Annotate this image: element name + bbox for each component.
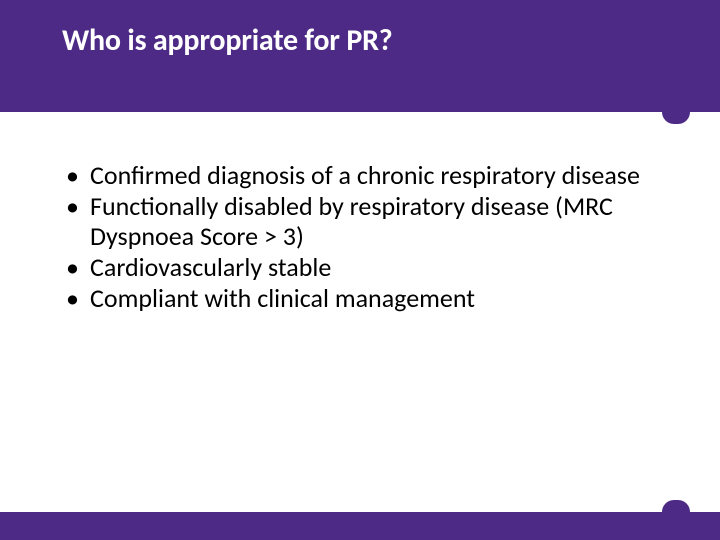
list-item: Functionally disabled by respiratory dis… <box>62 191 660 252</box>
header-notch <box>662 112 690 124</box>
slide-title: Who is appropriate for PR? <box>62 22 393 59</box>
list-item: Cardiovascularly stable <box>62 252 660 283</box>
list-item: Confirmed diagnosis of a chronic respira… <box>62 160 660 191</box>
slide: Who is appropriate for PR? Confirmed dia… <box>0 0 720 540</box>
footer-band <box>0 512 720 540</box>
list-item: Compliant with clinical management <box>62 283 660 314</box>
bullet-list: Confirmed diagnosis of a chronic respira… <box>62 160 660 313</box>
content-area: Confirmed diagnosis of a chronic respira… <box>62 160 660 313</box>
footer-notch <box>662 500 690 512</box>
